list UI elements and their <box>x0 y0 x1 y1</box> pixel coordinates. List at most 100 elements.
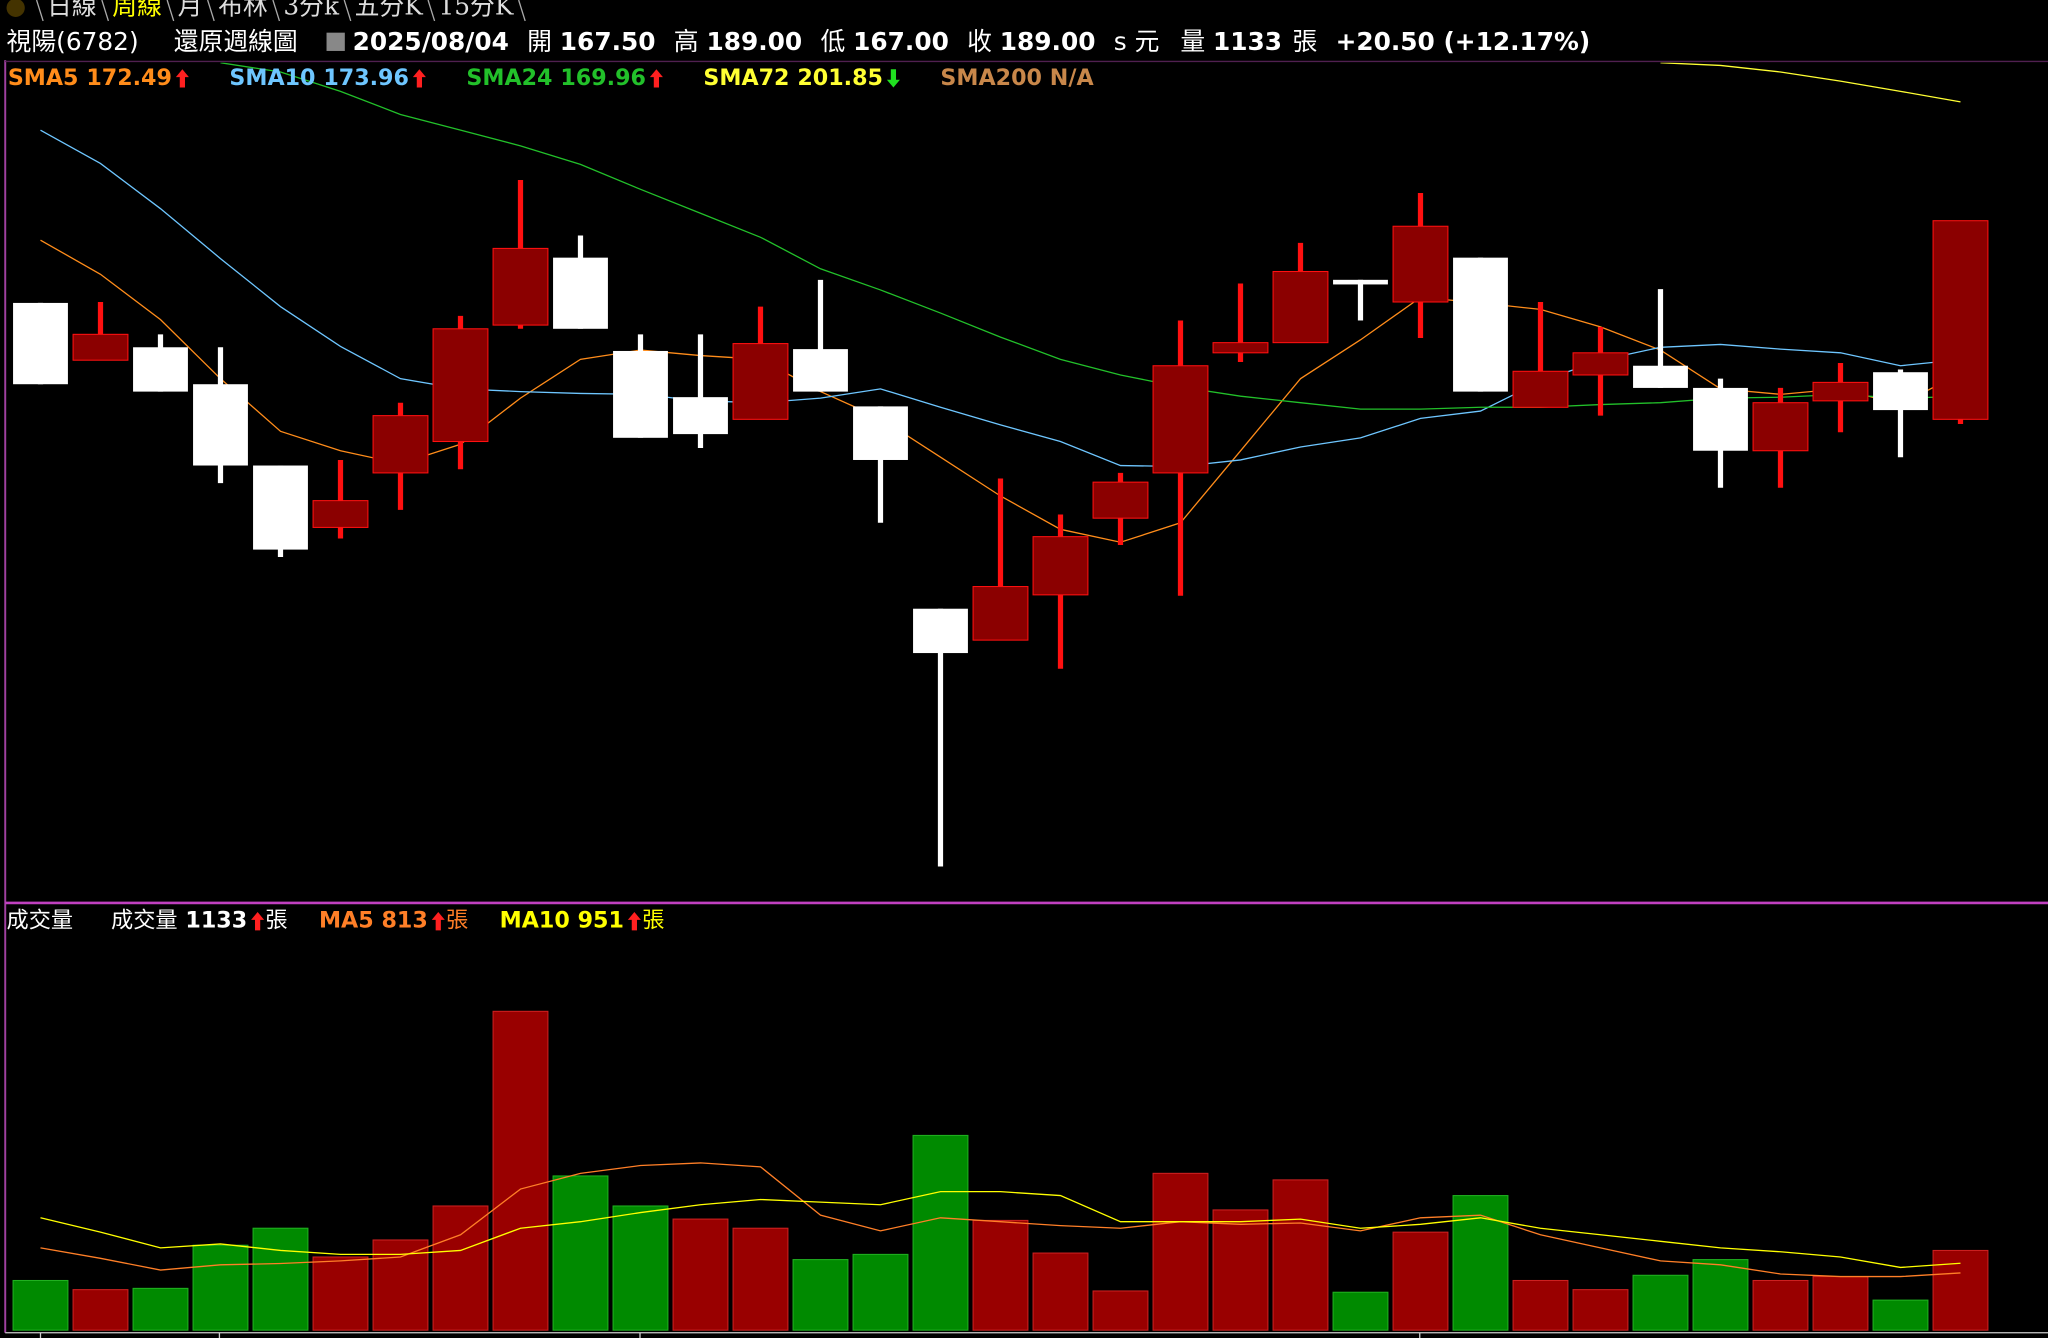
candle-body <box>1333 279 1388 285</box>
candle-body <box>793 349 848 392</box>
volume-bar <box>1512 1279 1569 1331</box>
volume-bar <box>1932 1249 1989 1331</box>
legend-value: 173.96 <box>323 65 409 91</box>
candle-panel <box>13 62 1989 867</box>
trend-arrow <box>412 69 426 88</box>
volume-bar <box>492 1010 549 1331</box>
volume-bar <box>792 1259 849 1331</box>
legend-unit: 張 <box>642 908 664 934</box>
candle-body <box>1392 225 1449 303</box>
candle-body <box>1873 372 1928 411</box>
tab-separator <box>101 0 110 22</box>
legend-value: 951 <box>578 908 624 934</box>
tab[interactable]: 3分k <box>283 0 340 20</box>
candle-body <box>1212 342 1269 354</box>
volume-bar <box>12 1279 69 1331</box>
tab[interactable]: 布林 <box>218 0 268 20</box>
checkbox[interactable] <box>326 32 345 51</box>
header-text: 還原週線圖 <box>174 27 298 56</box>
candle-body <box>1932 220 1989 420</box>
legend-value: 169.96 <box>560 65 646 91</box>
tab-separator <box>343 0 352 22</box>
candle-body <box>372 415 429 474</box>
header-text: 1133 <box>1213 27 1282 56</box>
legend-name: SMA5 <box>8 65 79 91</box>
legend-name: MA5 <box>319 908 374 934</box>
volume-bar <box>1752 1279 1809 1331</box>
candle-body <box>1572 352 1629 376</box>
volume-bar <box>1152 1172 1209 1331</box>
tab-separator <box>518 0 526 22</box>
header-text: +20.50 (+12.17%) <box>1336 27 1591 56</box>
sma-line <box>220 62 1961 410</box>
volume-bar <box>1692 1259 1749 1331</box>
header-text: 189.00 <box>1000 27 1096 56</box>
legend-unit: 張 <box>265 908 287 934</box>
tab[interactable]: 15分K <box>439 0 514 20</box>
legend-value: 201.85 <box>797 65 883 91</box>
legend-name: SMA24 <box>466 65 552 91</box>
candle-body <box>1092 481 1149 519</box>
tab[interactable]: 五分K <box>355 0 424 20</box>
candle-body <box>432 328 489 443</box>
candle-body <box>553 257 608 329</box>
header-text: 低 <box>820 27 845 56</box>
candle-body <box>253 465 308 550</box>
tab[interactable]: 周線 <box>112 0 162 20</box>
tab[interactable]: 日線 <box>47 0 97 20</box>
candle-body <box>913 608 968 654</box>
volume-bar <box>612 1205 669 1331</box>
header-text: 167.50 <box>560 27 656 56</box>
candle-body <box>492 247 549 326</box>
legend-value: 813 <box>382 908 428 934</box>
legend-name: SMA200 <box>940 65 1042 91</box>
legend-name: 成交量 <box>111 908 178 934</box>
header-text: 167.00 <box>853 27 949 56</box>
candle-body <box>1032 536 1089 596</box>
volume-title: 成交量 <box>7 908 74 934</box>
candle-body <box>1512 370 1569 408</box>
candle-body <box>1752 402 1809 452</box>
tab-separator <box>207 0 215 22</box>
candle-body <box>1453 257 1508 392</box>
candle-body <box>1152 365 1209 474</box>
candle-body <box>853 406 908 460</box>
sma-line <box>40 129 1961 468</box>
header-text: s 元 <box>1114 27 1160 56</box>
volume-bar <box>852 1253 909 1331</box>
volume-bar <box>1032 1252 1089 1331</box>
header: 日線 周線月布林 3分k 五分K 15分K 視陽(6782) 還原週線圖 2025/08/04… <box>7 0 1591 56</box>
volume-ma-line <box>40 1162 1961 1278</box>
trend-arrow <box>175 69 189 88</box>
legend-name: MA10 <box>500 908 570 934</box>
volume-bar <box>732 1227 789 1331</box>
tab-menu-icon[interactable] <box>6 0 25 17</box>
volume-bar <box>1572 1289 1629 1331</box>
candle-body <box>732 343 789 420</box>
tab[interactable]: 月 <box>178 0 203 20</box>
candle-body <box>673 397 728 435</box>
volume-bar <box>1812 1276 1869 1331</box>
volume-bar <box>972 1219 1029 1331</box>
volume-bar <box>72 1289 129 1331</box>
legend-name: SMA10 <box>229 65 315 91</box>
legend-unit: 張 <box>446 908 468 934</box>
sma-line <box>1660 62 1961 103</box>
trend-arrow <box>649 69 663 88</box>
header-text: 2025/08/04 <box>353 27 509 56</box>
volume-bar <box>132 1287 189 1331</box>
volume-bar <box>1872 1299 1929 1331</box>
legend-value: N/A <box>1050 65 1095 91</box>
candle-body <box>1812 381 1869 402</box>
candle-body <box>312 500 369 528</box>
candle-body <box>1633 365 1688 388</box>
volume-bar <box>1332 1291 1389 1331</box>
tab-separator <box>272 0 281 22</box>
header-text: 視陽(6782) <box>7 27 139 56</box>
candle-body <box>613 350 668 438</box>
x-axis-ticks <box>39 1332 1421 1338</box>
trend-arrow <box>627 912 641 931</box>
candle-body <box>13 302 68 385</box>
volume-ma-line <box>40 1191 1961 1269</box>
